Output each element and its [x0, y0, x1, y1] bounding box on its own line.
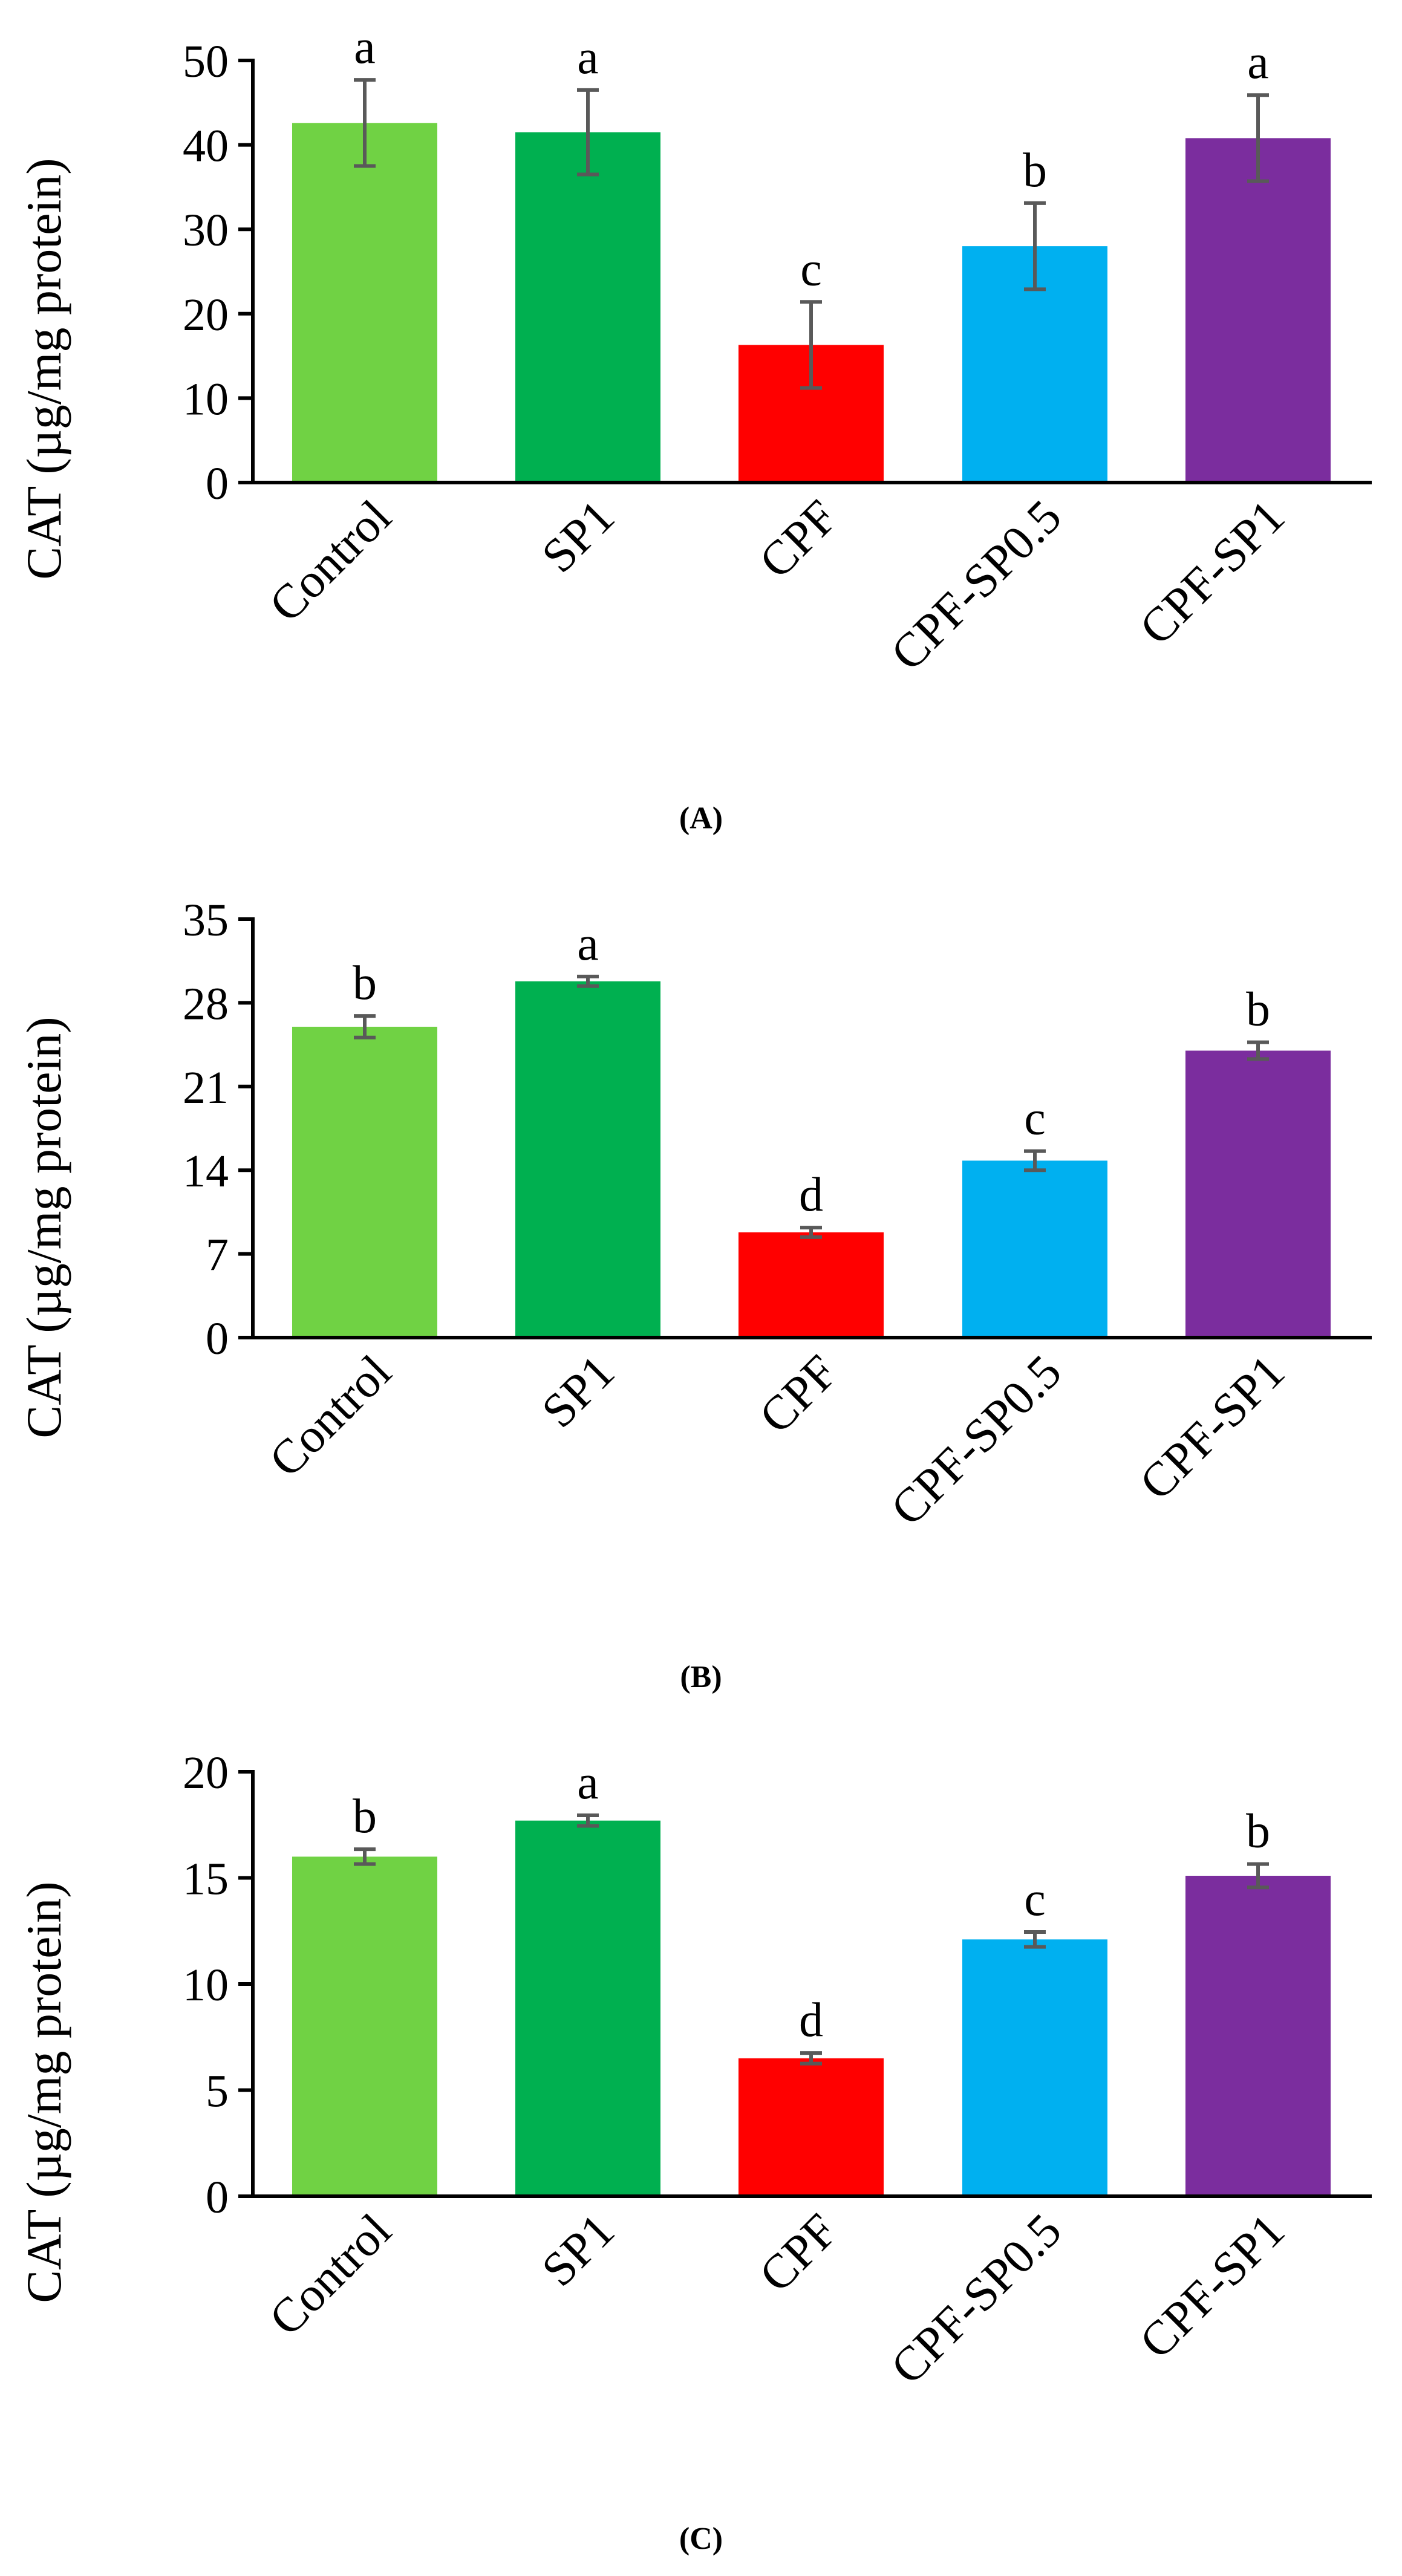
bar-3-cpf-sp0.5	[962, 1939, 1107, 2196]
error-bar-1-cpf-sp0.5	[1024, 201, 1046, 291]
y-axis-title-2: CAT (µg/mg protein)	[16, 1016, 71, 1438]
x-category-label-3-cpf-sp0.5: CPF-SP0.5	[881, 2204, 1071, 2395]
bar-3-cpf	[738, 2058, 884, 2196]
error-bar-2-sp1	[577, 974, 599, 988]
x-category-label-2-control: Control	[259, 1345, 402, 1488]
y-tick-label-2-21: 21	[183, 1062, 229, 1113]
x-category-label-1-control: Control	[259, 490, 402, 633]
y-tick-label-1-30: 30	[183, 205, 229, 256]
x-category-label-1-cpf-sp0.5: CPF-SP0.5	[881, 490, 1071, 681]
significance-letter-2-cpf: d	[799, 1168, 823, 1221]
x-category-label-2-cpf: CPF	[749, 1345, 848, 1444]
error-bar-1-control	[354, 78, 376, 168]
y-tick-label-2-7: 7	[206, 1230, 229, 1281]
error-bar-1-cpf-sp1	[1247, 93, 1269, 183]
error-bar-3-sp1	[577, 1813, 599, 1828]
error-bar-2-cpf-sp0.5	[1024, 1149, 1046, 1173]
x-category-label-2-sp1: SP1	[532, 1345, 624, 1438]
y-tick-label-1-0: 0	[206, 458, 229, 509]
bar-2-cpf-sp0.5	[962, 1160, 1107, 1338]
panel-label-1: (A)	[679, 801, 723, 836]
x-category-label-3-control: Control	[259, 2204, 402, 2346]
y-tick-label-1-10: 10	[183, 374, 229, 424]
x-category-label-3-cpf: CPF	[749, 2204, 848, 2303]
x-category-label-2-cpf-sp0.5: CPF-SP0.5	[881, 1345, 1071, 1536]
significance-letter-2-cpf-sp1: b	[1246, 983, 1270, 1036]
error-bar-2-cpf	[800, 1226, 822, 1239]
y-tick-label-2-35: 35	[183, 895, 229, 946]
significance-letter-1-cpf: c	[800, 242, 822, 296]
significance-letter-1-control: a	[354, 21, 376, 74]
significance-letter-1-cpf-sp0.5: b	[1023, 144, 1047, 197]
bar-2-cpf-sp1	[1185, 1050, 1331, 1338]
y-axis-title-1: CAT (µg/mg protein)	[16, 158, 71, 579]
significance-letter-3-sp1: a	[577, 1756, 599, 1809]
significance-letter-2-sp1: a	[577, 917, 599, 971]
significance-letter-2-control: b	[353, 957, 377, 1010]
significance-letter-3-control: b	[353, 1790, 377, 1843]
y-axis-title-3: CAT (µg/mg protein)	[16, 1881, 71, 2303]
bar-3-sp1	[515, 1820, 660, 2196]
x-category-label-3-sp1: SP1	[532, 2204, 624, 2297]
error-bar-3-control	[354, 1847, 376, 1866]
x-category-label-1-cpf-sp1: CPF-SP1	[1130, 490, 1295, 655]
y-tick-label-2-28: 28	[183, 978, 229, 1029]
panel-label-3: (C)	[679, 2522, 723, 2556]
error-bar-3-cpf-sp1	[1247, 1862, 1269, 1890]
significance-letter-2-cpf-sp0.5: c	[1024, 1092, 1046, 1145]
significance-letter-1-sp1: a	[577, 31, 599, 84]
x-category-label-3-cpf-sp1: CPF-SP1	[1130, 2204, 1295, 2369]
error-bar-2-cpf-sp1	[1247, 1040, 1269, 1061]
x-category-label-2-cpf-sp1: CPF-SP1	[1130, 1345, 1295, 1511]
y-tick-label-3-5: 5	[206, 2066, 229, 2117]
y-tick-label-1-20: 20	[183, 290, 229, 340]
error-bar-2-control	[354, 1014, 376, 1039]
y-tick-label-3-10: 10	[183, 1960, 229, 2011]
significance-letter-1-cpf-sp1: a	[1247, 36, 1269, 89]
significance-letter-3-cpf-sp1: b	[1246, 1805, 1270, 1858]
bar-3-cpf-sp1	[1185, 1875, 1331, 2196]
bar-3-control	[292, 1856, 437, 2196]
error-bar-1-sp1	[577, 88, 599, 177]
y-tick-label-1-40: 40	[183, 121, 229, 172]
significance-letter-3-cpf: d	[799, 1994, 823, 2047]
y-tick-label-3-15: 15	[183, 1854, 229, 1905]
significance-letter-3-cpf-sp0.5: c	[1024, 1873, 1046, 1926]
y-tick-label-1-50: 50	[183, 36, 229, 87]
y-tick-label-2-14: 14	[183, 1146, 229, 1197]
y-tick-label-2-0: 0	[206, 1313, 229, 1364]
x-category-label-1-sp1: SP1	[532, 490, 624, 583]
error-bar-1-cpf	[800, 300, 822, 390]
bar-1-control	[292, 123, 437, 483]
bar-2-sp1	[515, 981, 660, 1338]
panel-label-2: (B)	[680, 1660, 722, 1694]
error-bar-3-cpf-sp0.5	[1024, 1930, 1046, 1949]
x-category-label-1-cpf: CPF	[749, 490, 848, 589]
y-tick-label-3-20: 20	[183, 1748, 229, 1798]
bar-1-sp1	[515, 132, 660, 483]
error-bar-3-cpf	[800, 2051, 822, 2066]
bar-1-cpf-sp1	[1185, 138, 1331, 483]
bar-2-cpf	[738, 1232, 884, 1338]
bar-2-control	[292, 1026, 437, 1338]
y-tick-label-3-0: 0	[206, 2172, 229, 2223]
